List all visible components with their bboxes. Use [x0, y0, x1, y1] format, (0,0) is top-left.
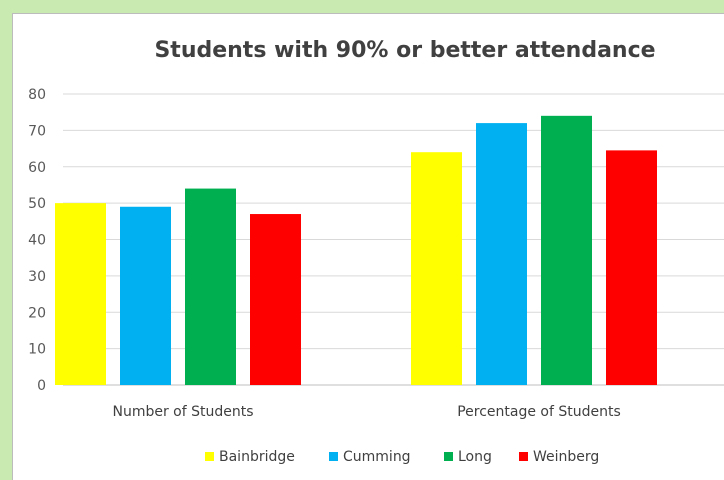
chart-svg: Students with 90% or better attendance 0…: [28, 38, 724, 465]
bar-cumming-2: [476, 123, 527, 385]
category-label: Percentage of Students: [457, 404, 621, 420]
category-label: Number of Students: [112, 404, 253, 420]
bar-cumming-1: [120, 206, 171, 385]
legend-swatch-weinberg: [519, 452, 528, 461]
legend-label-weinberg: Weinberg: [533, 449, 599, 465]
bar-long-2: [541, 115, 592, 385]
bars: [55, 115, 657, 385]
y-tick-label: 50: [28, 196, 46, 212]
legend: Bainbridge Cumming Long Weinberg: [205, 449, 599, 465]
legend-label-long: Long: [458, 449, 492, 465]
y-tick-label: 60: [28, 160, 46, 176]
bar-bainbridge-1: [55, 203, 106, 385]
legend-swatch-cumming: [329, 452, 338, 461]
bar-weinberg-2: [606, 150, 657, 385]
chart-panel: Students with 90% or better attendance 0…: [12, 13, 724, 480]
chart-title: Students with 90% or better attendance: [154, 38, 655, 63]
bar-long-1: [185, 188, 236, 385]
y-axis-tick-labels: 0 10 20 30 40 50 60 70 80: [28, 87, 46, 394]
y-tick-label: 20: [28, 305, 46, 321]
legend-label-bainbridge: Bainbridge: [219, 449, 295, 465]
y-tick-label: 80: [28, 87, 46, 103]
bar-bainbridge-2: [411, 152, 462, 385]
y-tick-label: 70: [28, 123, 46, 139]
legend-swatch-bainbridge: [205, 452, 214, 461]
y-tick-label: 40: [28, 233, 46, 249]
category-labels: Number of Students Percentage of Students: [112, 404, 620, 420]
gridlines: [63, 93, 724, 386]
y-tick-label: 0: [37, 378, 46, 394]
y-tick-label: 10: [28, 342, 46, 358]
legend-swatch-long: [444, 452, 453, 461]
y-tick-label: 30: [28, 269, 46, 285]
legend-label-cumming: Cumming: [343, 449, 411, 465]
bar-weinberg-1: [250, 214, 301, 385]
